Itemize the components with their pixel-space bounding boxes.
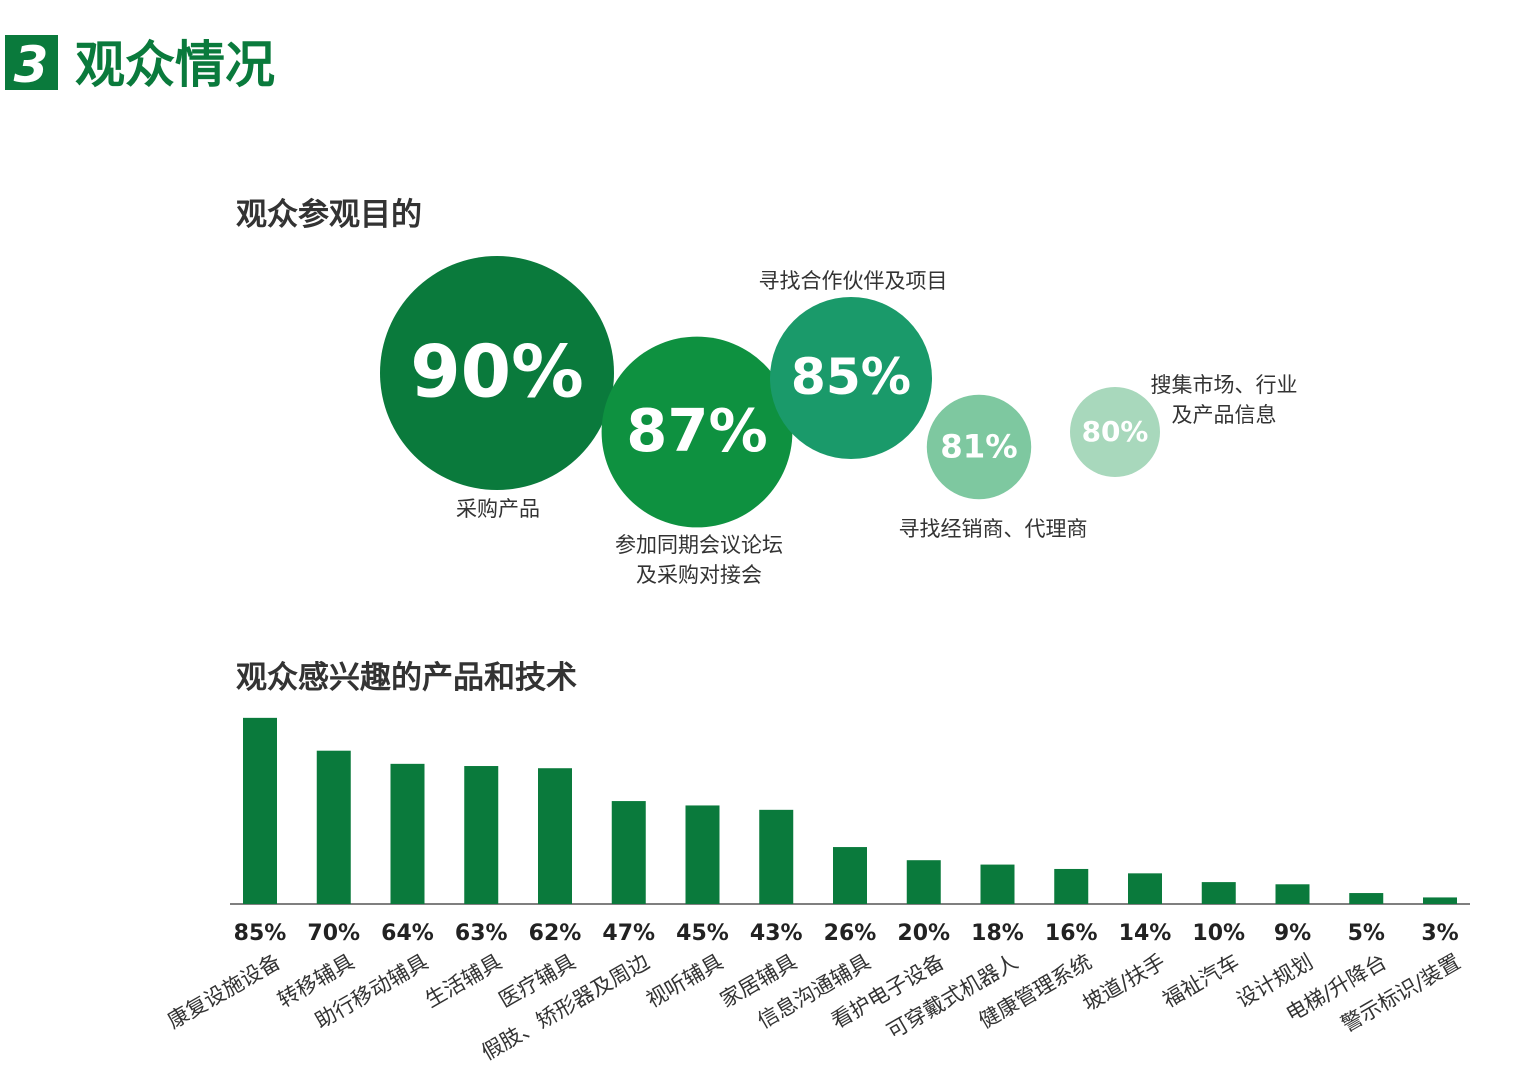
value-label: 70% [307, 921, 360, 946]
bar [906, 860, 941, 904]
bubble [1070, 387, 1160, 477]
bar [1054, 868, 1089, 904]
value-label: 18% [971, 921, 1024, 946]
bar [1201, 882, 1236, 904]
x-tick-label: 坡道/扶手 [1079, 950, 1170, 1016]
value-label: 3% [1421, 921, 1458, 946]
value-label: 90% [410, 330, 584, 414]
bar [316, 750, 351, 904]
bar [390, 763, 425, 904]
bubble [380, 256, 614, 490]
value-label: 85% [234, 921, 287, 946]
value-label: 47% [602, 921, 655, 946]
value-label: 14% [1119, 921, 1172, 946]
bar [759, 809, 794, 904]
bar [611, 801, 646, 904]
bubble [926, 394, 1032, 500]
value-label: 81% [940, 427, 1017, 465]
value-label: 9% [1274, 921, 1311, 946]
category-label: 搜集市场、行业 及产品信息 [1150, 373, 1298, 427]
x-tick-label: 生活辅具 [421, 950, 506, 1013]
category-label: 寻找经销商、代理商 [898, 517, 1088, 541]
value-label: 63% [455, 921, 508, 946]
x-tick-label: 视听辅具 [642, 950, 727, 1013]
value-label: 5% [1348, 921, 1385, 946]
value-label: 64% [381, 921, 434, 946]
section-number: 3 [14, 36, 49, 94]
bar [1349, 893, 1384, 904]
category-label: 参加同期会议论坛 及采购对接会 [615, 533, 783, 587]
bar [1275, 884, 1310, 904]
value-label: 80% [1082, 415, 1149, 448]
value-label: 87% [626, 396, 768, 465]
value-label: 85% [791, 347, 911, 406]
value-label: 45% [676, 921, 729, 946]
x-tick-label: 康复设施设备 [163, 950, 284, 1034]
chart-title: 观众参观目的 [236, 197, 422, 233]
number-badge [5, 35, 58, 90]
x-tick-label: 福祉汽车 [1159, 950, 1244, 1013]
bar [1423, 897, 1457, 904]
value-label: 20% [897, 921, 950, 946]
category-label: 采购产品 [456, 497, 540, 521]
bar [538, 768, 572, 904]
bar [464, 766, 499, 904]
category-label: 寻找合作伙伴及项目 [758, 269, 948, 293]
value-label: 26% [824, 921, 877, 946]
value-label: 10% [1192, 921, 1245, 946]
bubble [770, 297, 932, 459]
bar [1128, 873, 1162, 904]
bar [980, 864, 1015, 904]
bar [243, 717, 277, 904]
bubble [601, 336, 793, 528]
value-label: 16% [1045, 921, 1098, 946]
value-label: 62% [529, 921, 582, 946]
bar [685, 805, 720, 904]
section-title: 观众情况 [75, 36, 275, 94]
chart-title: 观众感兴趣的产品和技术 [236, 660, 577, 696]
value-label: 43% [750, 921, 803, 946]
bar [833, 847, 867, 904]
